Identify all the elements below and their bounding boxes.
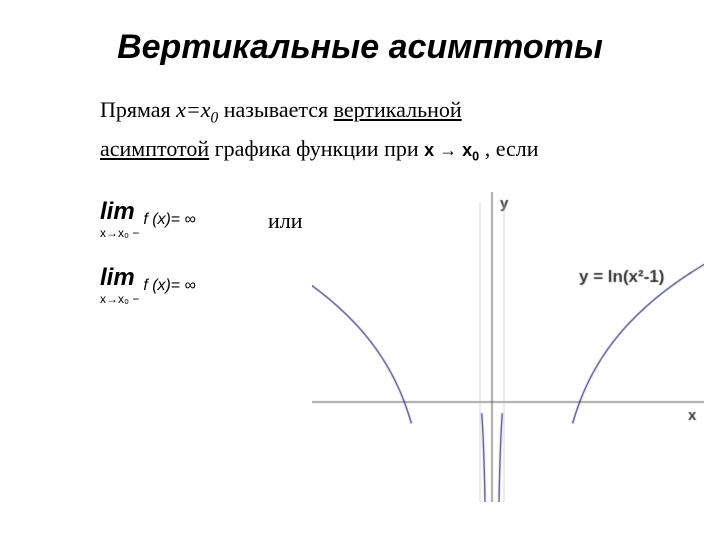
definition-text: Прямая x=x0 называется вертикальной асим… xyxy=(100,92,660,167)
limit-1: lim x→x₀ − f (x) = ∞ xyxy=(100,200,196,240)
underline-asymptote: асимптотой xyxy=(100,136,209,161)
text-after: графика функции при xyxy=(209,136,424,161)
fx-2: f (x) xyxy=(143,277,171,295)
fx-1: f (x) xyxy=(143,211,171,229)
or-word: или xyxy=(268,208,303,234)
text-tail: , если xyxy=(479,136,538,161)
slide: Вертикальные асимптоты Прямая x=x0 назыв… xyxy=(0,0,720,540)
lim-symbol-1: lim x→x₀ − xyxy=(100,200,139,240)
lim-symbol-2: lim x→x₀ − xyxy=(100,266,139,306)
eqinf-1: = ∞ xyxy=(171,211,196,229)
condition-x-to-x0: x → x0 xyxy=(424,140,479,160)
asymptote-chart xyxy=(312,192,704,502)
text-mid: называется xyxy=(218,97,333,122)
text-prefix: Прямая xyxy=(100,97,176,122)
limit-2: lim x→x₀ − f (x) = ∞ xyxy=(100,266,196,306)
underline-vertical: вертикальной xyxy=(334,97,462,122)
eqinf-2: = ∞ xyxy=(171,277,196,295)
var-x-eq-x0: x=x0 xyxy=(176,97,218,122)
slide-title: Вертикальные асимптоты xyxy=(0,28,720,67)
limits-block: lim x→x₀ − f (x) = ∞ lim x→x₀ − f (x) = … xyxy=(100,200,196,332)
